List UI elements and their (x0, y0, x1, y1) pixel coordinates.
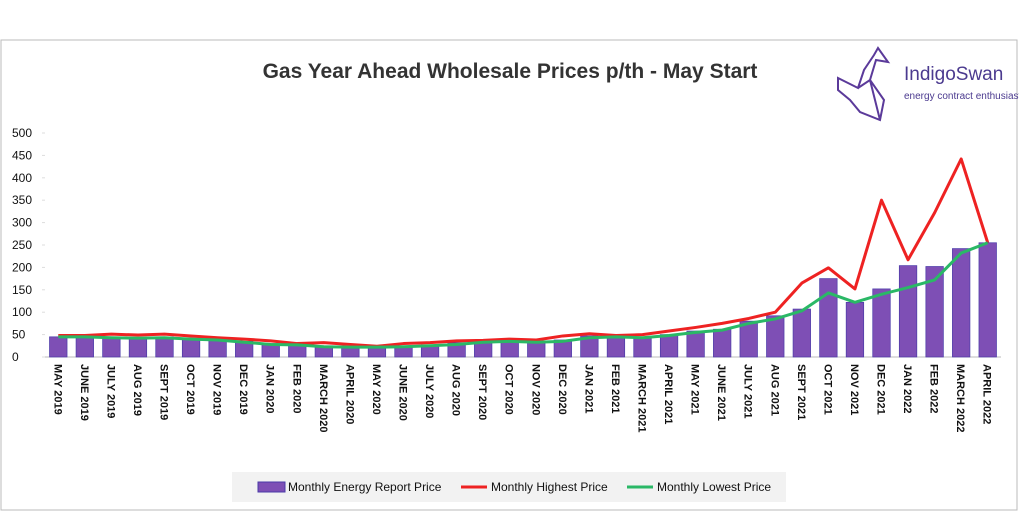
bar (925, 266, 944, 358)
logo-name: IndigoSwan (904, 64, 1003, 85)
y-tick-label: 250 (12, 238, 32, 252)
x-tick-label: SEPT 2021 (795, 364, 807, 420)
logo-icon (837, 46, 891, 122)
x-tick-label: FEB 2020 (290, 364, 302, 414)
bar (686, 330, 705, 358)
line (58, 157, 990, 348)
x-tick-label: AUG 2021 (768, 364, 780, 416)
bar (872, 288, 891, 358)
x-tick-label: AUG 2020 (450, 364, 462, 416)
x-tick-label: OCT 2020 (503, 364, 515, 415)
legend-background (232, 472, 786, 502)
y-tick-label: 200 (12, 260, 32, 274)
x-tick-label: DEC 2020 (556, 364, 568, 415)
x-tick-label: JULY 2020 (423, 364, 435, 418)
x-tick-label: APRIL 2020 (343, 364, 355, 424)
bar (978, 242, 997, 358)
bar (447, 342, 466, 358)
bar (75, 336, 94, 358)
chart-border (0, 39, 1018, 511)
chart-title: Gas Year Ahead Wholesale Prices p/th - M… (263, 60, 758, 83)
bar (659, 334, 679, 358)
logo: IndigoSwan energy contract enthusiasts (837, 46, 1019, 122)
x-tick-label: NOV 2020 (529, 364, 541, 415)
x-tick-label: MARCH 2021 (636, 364, 648, 432)
x-tick-label: DEC 2021 (875, 364, 887, 415)
y-tick-label: 0 (12, 350, 19, 364)
bar (155, 336, 174, 358)
bar (792, 308, 811, 358)
x-tick-label: OCT 2019 (184, 364, 196, 415)
x-tick-label: SEPT 2019 (158, 364, 170, 420)
bar (128, 337, 148, 358)
bar (102, 336, 121, 358)
y-tick-label: 300 (12, 216, 32, 230)
y-tick-label: 500 (12, 126, 32, 140)
x-tick-label: DEC 2019 (237, 364, 249, 415)
y-tick-label: 100 (12, 305, 32, 319)
bar (633, 336, 652, 358)
x-tick-label: JAN 2022 (901, 364, 913, 414)
legend-label: Monthly Highest Price (491, 480, 608, 494)
bar (952, 248, 971, 358)
x-tick-label: JUNE 2019 (78, 364, 90, 421)
x-tick-label: AUG 2019 (131, 364, 143, 416)
legend-swatch (257, 481, 286, 493)
x-tick-label: MAY 2019 (51, 364, 63, 415)
bar (713, 328, 732, 358)
y-tick-label: 50 (12, 328, 26, 342)
x-tick-label: JUNE 2021 (715, 364, 727, 421)
x-tick-label: JULY 2019 (104, 364, 116, 418)
y-tick-label: 150 (12, 283, 32, 297)
x-tick-label: SEPT 2020 (476, 364, 488, 420)
bar (181, 337, 201, 358)
bar (580, 335, 599, 358)
bar (739, 320, 758, 358)
x-tick-label: MAY 2021 (689, 364, 701, 415)
x-tick-label: MARCH 2022 (954, 364, 966, 432)
bar (898, 265, 918, 358)
y-tick-label: 400 (12, 171, 32, 185)
x-tick-label: JULY 2021 (742, 364, 754, 418)
x-tick-label: JAN 2021 (582, 364, 594, 414)
y-tick-label: 350 (12, 193, 32, 207)
bar (49, 336, 68, 358)
y-tick-label: 450 (12, 148, 32, 162)
bar (819, 278, 838, 358)
x-tick-label: APRIL 2021 (662, 364, 674, 424)
x-tick-label: MAY 2020 (370, 364, 382, 415)
legend-label: Monthly Energy Report Price (288, 480, 442, 494)
x-tick-label: JUNE 2020 (397, 364, 409, 421)
x-tick-label: JAN 2020 (264, 364, 276, 414)
x-tick-label: OCT 2021 (821, 364, 833, 415)
x-tick-label: NOV 2021 (848, 364, 860, 415)
x-tick-label: FEB 2021 (609, 364, 621, 414)
logo-tagline: energy contract enthusiasts (904, 91, 1019, 102)
x-tick-label: MARCH 2020 (317, 364, 329, 432)
x-tick-label: APRIL 2022 (981, 364, 993, 424)
bar (606, 336, 626, 358)
x-tick-label: FEB 2022 (928, 364, 940, 414)
bar (766, 315, 785, 358)
x-tick-label: NOV 2019 (211, 364, 223, 415)
bar (845, 301, 865, 358)
line (58, 241, 989, 349)
legend-label: Monthly Lowest Price (657, 480, 771, 494)
